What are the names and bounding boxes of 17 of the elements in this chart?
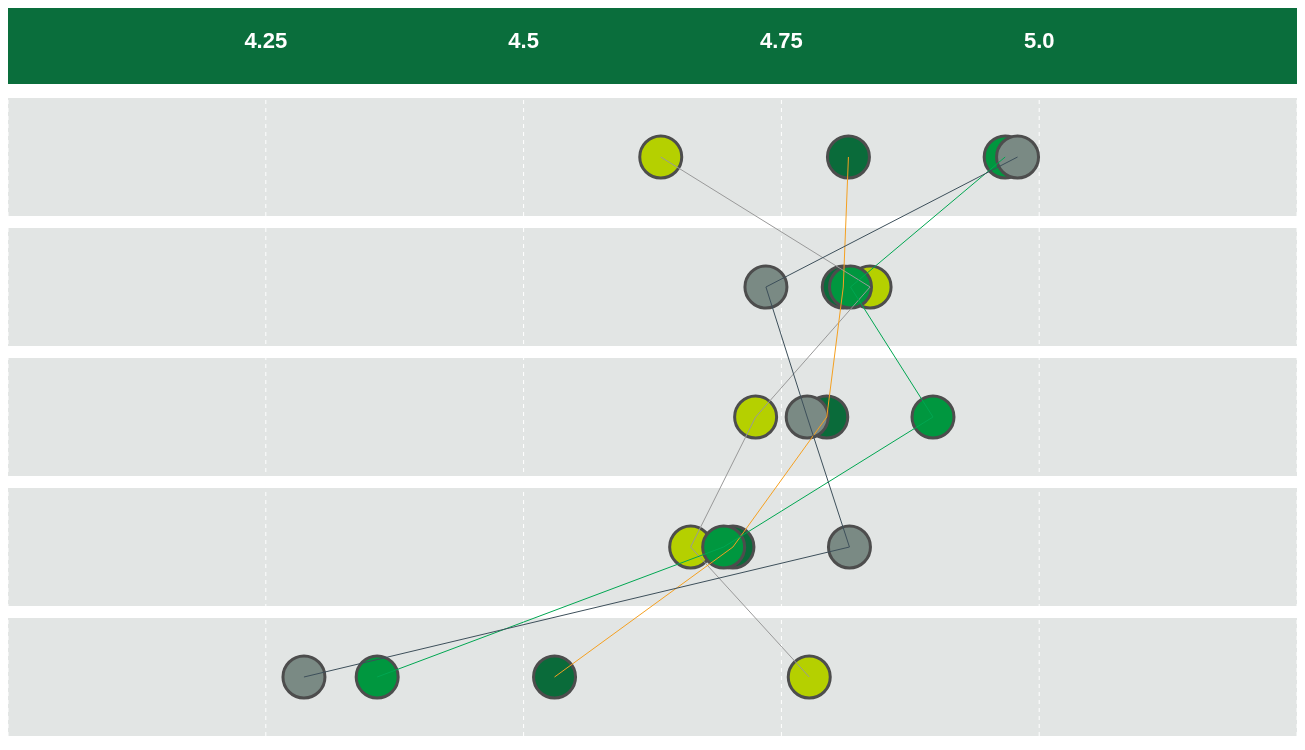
point — [354, 654, 400, 700]
point — [784, 394, 830, 440]
point — [281, 654, 327, 700]
point — [733, 394, 779, 440]
point — [532, 654, 578, 700]
point — [910, 394, 956, 440]
point — [701, 524, 747, 570]
x-tick-label: 5.0 — [1023, 28, 1055, 53]
x-tick-label: 4.25 — [244, 28, 288, 53]
point — [786, 654, 832, 700]
point — [825, 134, 871, 180]
point — [638, 134, 684, 180]
point — [743, 264, 789, 310]
point — [826, 524, 872, 570]
point — [995, 134, 1041, 180]
x-tick-label: 4.75 — [759, 28, 803, 53]
x-tick-label: 4.5 — [508, 28, 539, 53]
